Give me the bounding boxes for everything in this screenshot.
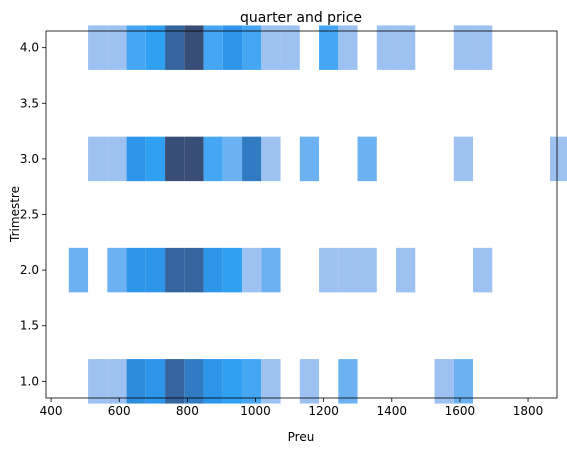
x-tick-label: 1600	[445, 404, 476, 418]
histogram-cell	[396, 25, 416, 70]
histogram-cell	[242, 136, 262, 182]
histogram-cell	[299, 136, 320, 182]
histogram-cell	[184, 136, 204, 182]
y-tick-label: 3.5	[20, 96, 39, 110]
histogram-cell	[222, 136, 243, 182]
histogram-cell	[261, 136, 281, 182]
x-axis-label: Preu	[288, 430, 315, 444]
x-tick-label: 1800	[513, 404, 544, 418]
histogram-cell	[453, 25, 474, 70]
y-tick-label: 2.5	[20, 208, 39, 222]
histogram-cell	[473, 247, 493, 293]
histogram-cell	[145, 25, 166, 70]
histogram-cell	[184, 25, 204, 70]
x-tick-label: 600	[108, 404, 131, 418]
histogram-cell	[107, 247, 127, 293]
plot-frame	[45, 30, 558, 399]
histogram-cell	[88, 359, 108, 404]
histogram-cell	[299, 359, 320, 404]
histogram-cell	[184, 247, 204, 293]
histogram-cell	[357, 247, 377, 293]
histogram-cell	[357, 136, 377, 182]
histogram-cell	[145, 247, 166, 293]
histogram-cell	[145, 359, 166, 404]
x-tick-label: 800	[176, 404, 199, 418]
histogram-cell	[165, 136, 185, 182]
histogram-cell	[434, 359, 454, 404]
histogram-cell	[165, 25, 185, 70]
histogram-cell	[376, 25, 397, 70]
histogram-cell	[261, 25, 281, 70]
histogram-cell	[165, 247, 185, 293]
histogram-cells	[68, 25, 567, 404]
histogram-cell	[145, 136, 166, 182]
y-tick-label: 1.5	[20, 319, 39, 333]
histogram-cell	[203, 359, 223, 404]
histogram-cell	[319, 25, 339, 70]
histogram-cell	[280, 25, 300, 70]
histogram-cell	[203, 136, 223, 182]
histogram-cell	[126, 359, 146, 404]
histogram-cell	[338, 25, 358, 70]
x-tick-label: 400	[40, 404, 63, 418]
histogram-cell	[550, 136, 567, 182]
histogram-cell	[453, 136, 474, 182]
x-tick-label: 1200	[308, 404, 339, 418]
histogram-cell	[222, 359, 243, 404]
histogram-cell	[203, 247, 223, 293]
histogram-cell	[107, 136, 127, 182]
histogram-cell	[338, 247, 358, 293]
histogram-cell	[184, 359, 204, 404]
x-tick-label: 1000	[240, 404, 271, 418]
y-tick-label: 4.0	[20, 41, 39, 55]
y-tick-label: 3.0	[20, 152, 39, 166]
histogram-cell	[242, 359, 262, 404]
histogram-cell	[396, 247, 416, 293]
histogram-cell	[242, 247, 262, 293]
x-tick-label: 1400	[377, 404, 408, 418]
chart-title: quarter and price	[240, 10, 362, 26]
histogram-cell	[222, 247, 243, 293]
y-tick-label: 1.0	[20, 374, 39, 388]
histogram-cell	[473, 25, 493, 70]
histogram-cell	[242, 25, 262, 70]
histogram-cell	[261, 359, 281, 404]
x-axis-ticks: 400 600 800 1000 1200 1400 1600 1800	[40, 398, 544, 418]
histogram-cell	[88, 136, 108, 182]
histogram-cell	[165, 359, 185, 404]
histogram-cell	[222, 25, 243, 70]
histogram-cell	[338, 359, 358, 404]
histogram-cell	[126, 247, 146, 293]
histogram-cell	[453, 359, 474, 404]
histogram-cell	[88, 25, 108, 70]
histogram-cell	[319, 247, 339, 293]
y-tick-label: 2.0	[20, 263, 39, 277]
histogram-cell	[126, 136, 146, 182]
histogram-cell	[261, 247, 281, 293]
histogram-cell	[126, 25, 146, 70]
y-axis-label: Trimestre	[8, 186, 22, 243]
histogram-cell	[68, 247, 89, 293]
histogram-cell	[203, 25, 223, 70]
y-axis-ticks: 1.0 1.5 2.0 2.5 3.0 3.5 4.0	[20, 41, 46, 388]
histogram-cell	[107, 25, 127, 70]
histogram-cell	[107, 359, 127, 404]
